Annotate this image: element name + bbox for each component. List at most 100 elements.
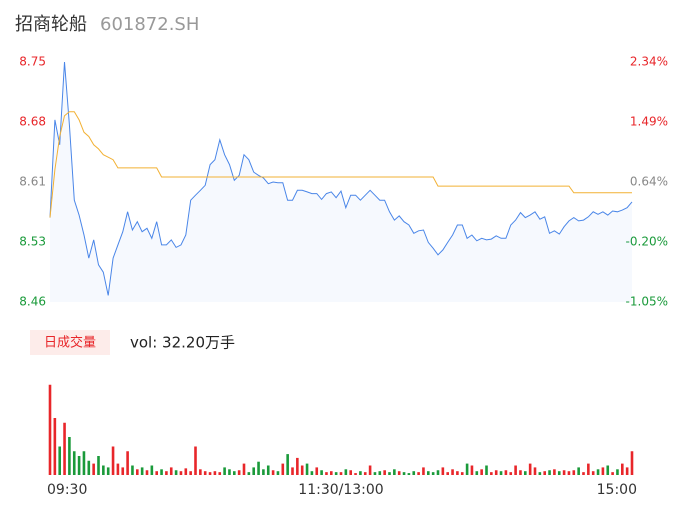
volume-bar xyxy=(577,467,580,475)
volume-bar xyxy=(485,465,488,475)
volume-bar xyxy=(339,472,343,475)
line xyxy=(49,111,632,218)
y2-tick-label: -1.05% xyxy=(626,295,668,309)
volume-bar xyxy=(407,473,411,475)
volume-bar xyxy=(310,471,314,475)
volume-bar xyxy=(572,470,576,475)
volume-bar xyxy=(538,472,542,475)
volume-bar xyxy=(233,471,236,475)
volume-bar xyxy=(567,471,571,475)
volume-bar xyxy=(291,467,294,475)
volume-bar xyxy=(223,467,226,475)
volume-bar xyxy=(102,465,105,475)
volume-bar xyxy=(363,472,367,475)
volume-bar xyxy=(247,472,251,475)
y-tick-label: 8.46 xyxy=(19,295,46,309)
volume-bar xyxy=(271,470,275,475)
volume-bar xyxy=(373,472,377,475)
volume-bar xyxy=(504,470,508,475)
volume-bar xyxy=(111,446,115,475)
volume-bar xyxy=(397,471,401,475)
volume-bar xyxy=(611,472,614,475)
volume-bar xyxy=(475,471,479,475)
volume-bar xyxy=(53,418,57,475)
y-tick-label: 8.61 xyxy=(19,175,46,189)
volume-bar xyxy=(228,469,231,475)
volume-bar xyxy=(417,472,420,475)
y2-tick-label: 2.34% xyxy=(630,55,668,69)
volume-bar xyxy=(160,469,163,475)
volume-bar xyxy=(494,470,498,475)
volume-bar xyxy=(412,471,416,475)
volume-bar xyxy=(325,472,328,475)
volume-bar xyxy=(145,470,149,475)
y2-tick-label: 1.49% xyxy=(630,115,668,129)
y-tick-label: 8.53 xyxy=(19,235,46,249)
y2-tick-label: -0.20% xyxy=(626,235,668,249)
volume-bar xyxy=(242,463,246,475)
volume-bar xyxy=(82,451,86,475)
volume-bar xyxy=(140,467,144,475)
volume-bar xyxy=(533,467,537,475)
volume-bar xyxy=(490,472,493,475)
volume-bar xyxy=(557,471,561,475)
volume-bar xyxy=(446,472,449,475)
volume-bar xyxy=(630,451,634,475)
volume-bar xyxy=(252,467,255,475)
volume-bar xyxy=(621,463,624,475)
y2-tick-label: 0.64% xyxy=(630,175,668,189)
volume-bar xyxy=(330,471,333,475)
chart-subtitle: 601872.SH xyxy=(100,14,199,35)
volume-bar xyxy=(422,467,425,475)
volume-bar xyxy=(480,469,483,475)
volume-bar xyxy=(218,472,222,475)
volume-bar xyxy=(456,471,459,475)
volume-bar xyxy=(189,471,192,475)
volume-bar xyxy=(213,471,217,475)
volume-bar xyxy=(601,467,605,475)
volume-bar xyxy=(300,465,304,475)
y-tick-label: 8.68 xyxy=(19,115,46,129)
volume-bar xyxy=(136,469,139,475)
volume-bar xyxy=(194,446,197,475)
volume-bar xyxy=(305,463,309,475)
volume-bar xyxy=(616,469,619,475)
volume-bar xyxy=(528,463,532,475)
volume-bar xyxy=(179,471,183,475)
volume-bar xyxy=(349,470,352,475)
volume-bar xyxy=(286,454,289,475)
volume-bar xyxy=(208,472,212,475)
volume-bar xyxy=(625,467,629,475)
volume-bar xyxy=(106,467,110,475)
volume-bar xyxy=(174,470,178,475)
volume-bar xyxy=(368,465,372,475)
volume-bar xyxy=(388,472,391,475)
volume-bar xyxy=(548,470,551,475)
volume-bar xyxy=(87,460,91,475)
volume-bar xyxy=(354,473,357,475)
volume-bar xyxy=(562,470,566,475)
volume-bar xyxy=(150,465,154,475)
price-area xyxy=(50,62,632,302)
volume-bar xyxy=(184,468,188,475)
volume-bar xyxy=(383,470,386,475)
volume-bar xyxy=(431,472,435,475)
volume-bar xyxy=(97,456,100,475)
x-tick-label: 11:30/13:00 xyxy=(298,482,383,498)
volume-bar xyxy=(48,384,52,475)
volume-bar xyxy=(58,446,61,475)
volume-bar xyxy=(72,451,76,475)
volume-bar xyxy=(116,463,120,475)
chart-title: 招商轮船 xyxy=(15,14,87,35)
volume-bar xyxy=(257,461,260,475)
volume-bar xyxy=(359,471,362,475)
volume-bar xyxy=(276,471,280,475)
volume-bar xyxy=(499,471,503,475)
volume-bar xyxy=(524,471,527,475)
volume-bar xyxy=(344,469,348,475)
legend-label: 日成交量 xyxy=(44,335,96,351)
volume-bar xyxy=(587,463,590,475)
volume-bar xyxy=(262,469,265,475)
volume-bar xyxy=(460,472,464,475)
x-tick-label: 15:00 xyxy=(597,482,637,498)
